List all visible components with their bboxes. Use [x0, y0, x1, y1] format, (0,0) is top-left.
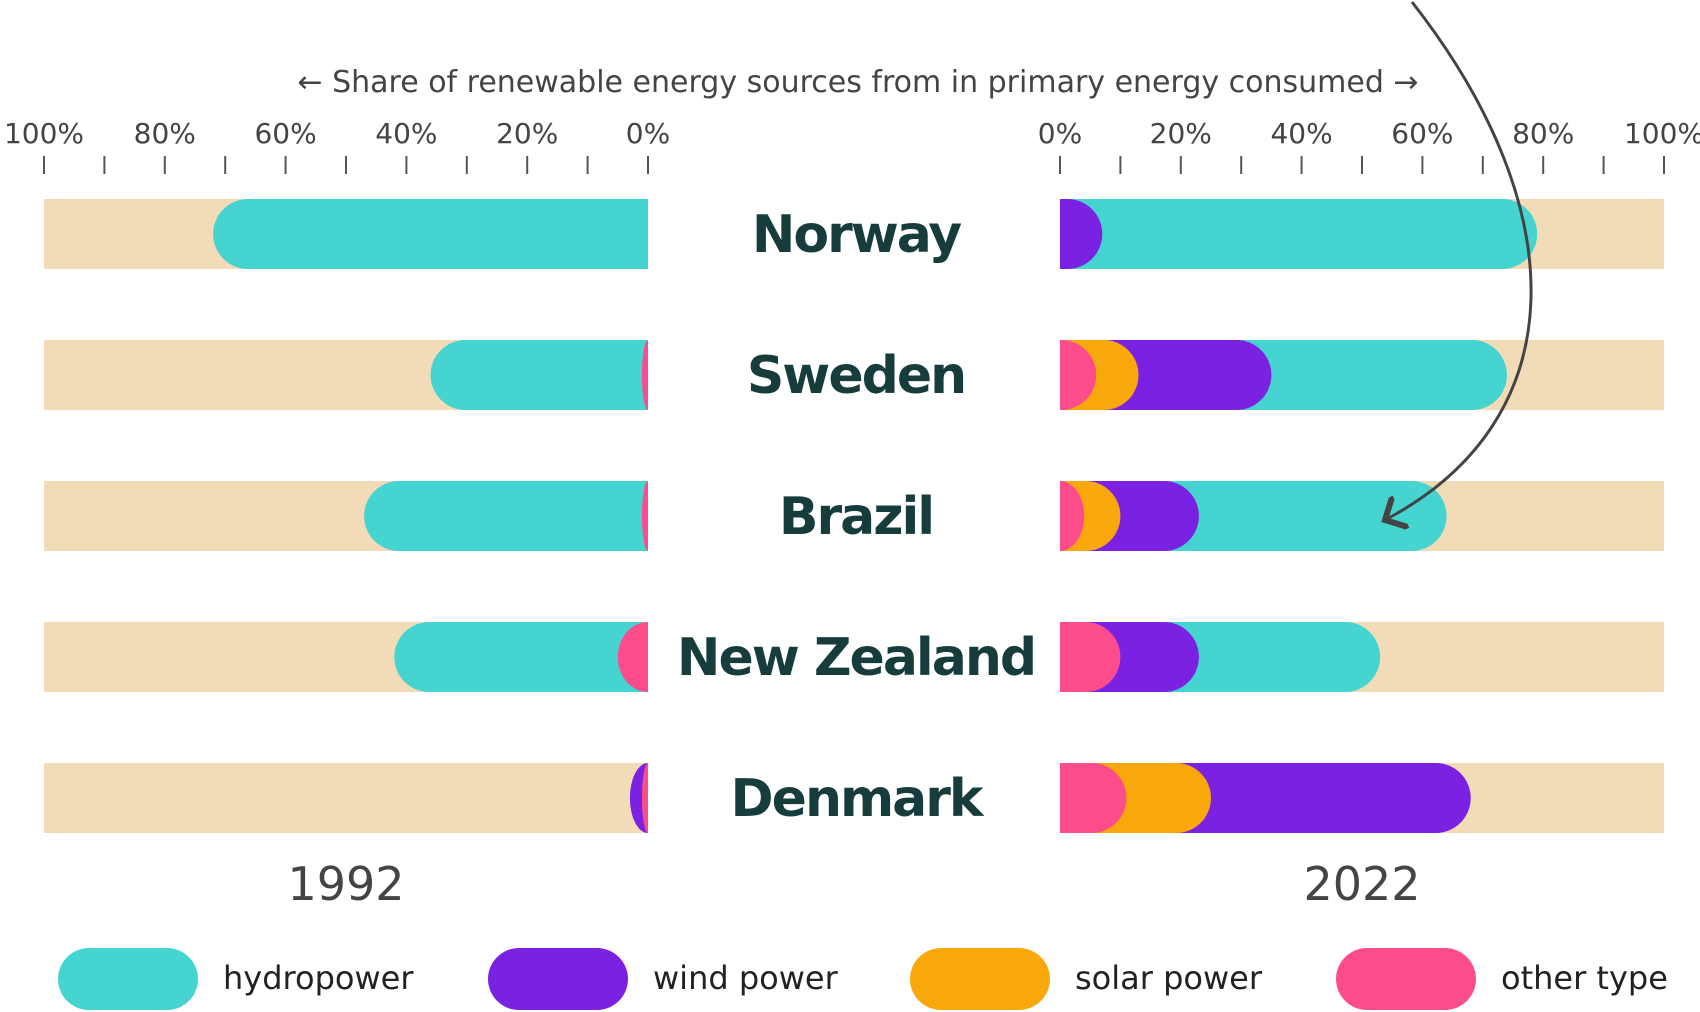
country-label: New Zealand: [677, 628, 1035, 688]
bar-segment-hydropower: [213, 199, 648, 269]
country-label: Denmark: [731, 769, 985, 829]
bar-background: [44, 763, 648, 833]
tick-label: 60%: [254, 117, 316, 150]
bar-segment-hydropower: [394, 622, 648, 692]
bar-segment-other-type: [1060, 481, 1085, 551]
tick-label: 20%: [1150, 117, 1212, 150]
bar-segment-hydropower: [1060, 199, 1538, 269]
legend-label: wind power: [653, 959, 839, 997]
legend-item: other type: [1336, 948, 1668, 1010]
legend-item: hydropower: [58, 948, 414, 1010]
right-axis: 0% 20% 40% 60% 80% 100%: [1038, 117, 1700, 174]
tick-label: 60%: [1391, 117, 1453, 150]
bar-segment-other-type: [641, 340, 648, 410]
tick-label: 0%: [626, 117, 670, 150]
bar-segment-other-type: [1060, 622, 1121, 692]
tick-label: 40%: [1270, 117, 1332, 150]
bar-segment-wind-power: [1060, 199, 1103, 269]
legend-swatch: [488, 948, 628, 1010]
bar-segment-other-type: [641, 763, 648, 833]
legend-label: solar power: [1075, 959, 1263, 997]
bar-segment-other-type: [641, 481, 648, 551]
year-label-1992: 1992: [287, 857, 404, 911]
country-labels: Norway Sweden Brazil New Zealand Denmark: [677, 205, 1037, 829]
legend-label: other type: [1501, 959, 1668, 997]
year-label-2022: 2022: [1303, 857, 1420, 911]
legend-item: wind power: [488, 948, 839, 1010]
tick-label: 40%: [375, 117, 437, 150]
legend-item: solar power: [910, 948, 1263, 1010]
country-label: Norway: [752, 205, 961, 265]
country-label: Brazil: [779, 487, 933, 547]
legend-swatch: [1336, 948, 1476, 1010]
bar-segment-other-type: [1060, 340, 1097, 410]
bar-segment-hydropower: [364, 481, 648, 551]
left-axis: 100% 80% 60% 40% 20% 0%: [4, 117, 670, 174]
legend-label: hydropower: [223, 959, 414, 997]
bar-segment-hydropower: [430, 340, 648, 410]
tick-label: 0%: [1038, 117, 1082, 150]
annotation-arrow: [1385, 1, 1533, 520]
legend: hydropower wind power solar power other typ…: [58, 948, 1668, 1010]
tick-label: 100%: [1624, 117, 1700, 150]
tick-label: 80%: [1512, 117, 1574, 150]
bar-segment-other-type: [617, 622, 648, 692]
legend-swatch: [58, 948, 198, 1010]
tick-label: 20%: [496, 117, 558, 150]
bar-segment-other-type: [1060, 763, 1127, 833]
axis-title: ← Share of renewable energy sources from…: [297, 65, 1418, 100]
tick-label: 100%: [4, 117, 84, 150]
legend-swatch: [910, 948, 1050, 1010]
country-label: Sweden: [747, 346, 965, 406]
bars-1992: [44, 199, 648, 833]
tick-label: 80%: [134, 117, 196, 150]
bars-2022: [1060, 199, 1664, 833]
